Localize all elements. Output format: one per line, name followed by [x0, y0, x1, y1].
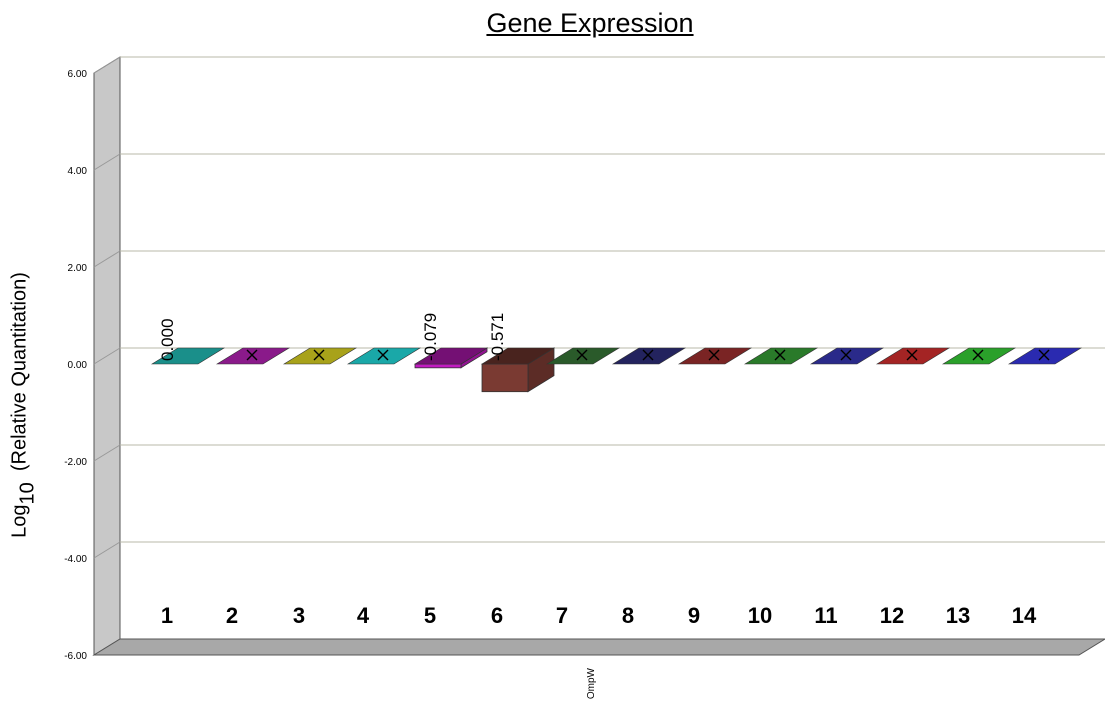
bar-marker	[840, 349, 852, 361]
category-label: 7	[556, 603, 568, 628]
data-label: -0.571	[488, 313, 507, 361]
category-label: 5	[424, 603, 436, 628]
bar-marker	[906, 349, 918, 361]
y-tick-label: 2.00	[68, 263, 88, 274]
gridline-wall	[93, 250, 121, 268]
chart-title: Gene Expression	[486, 8, 694, 38]
bar-marker	[972, 349, 984, 361]
bar	[414, 363, 462, 369]
category-label: 3	[293, 603, 305, 628]
category-label: 10	[748, 603, 772, 628]
gridline-wall	[93, 444, 121, 462]
category-label: 8	[622, 603, 634, 628]
x-axis-title: OmpW	[586, 667, 597, 699]
category-label: 6	[491, 603, 503, 628]
y-tick-label: -2.00	[64, 457, 87, 468]
bar-top	[480, 347, 556, 365]
bar-marker	[1038, 349, 1050, 361]
category-label: 1	[161, 603, 173, 628]
bar	[150, 347, 226, 365]
category-label: 14	[1012, 603, 1037, 628]
category-label: 4	[357, 603, 370, 628]
bar-marker	[246, 349, 258, 361]
bar-marker	[708, 349, 720, 361]
gridline-wall	[93, 347, 121, 365]
gridline-wall	[93, 153, 121, 171]
floor	[92, 638, 1105, 656]
y-tick-label: 6.00	[68, 69, 88, 80]
bar-marker	[774, 349, 786, 361]
bar	[481, 363, 529, 393]
bar-marker	[313, 349, 325, 361]
bar-marker	[377, 349, 389, 361]
data-label: 0.000	[158, 318, 177, 361]
category-label: 2	[226, 603, 238, 628]
data-label: -0.079	[421, 313, 440, 361]
y-tick-label: 0.00	[68, 360, 88, 371]
category-label: 12	[880, 603, 904, 628]
bar-marker	[642, 349, 654, 361]
gridline-wall	[93, 56, 121, 74]
bar-top	[413, 347, 489, 365]
y-tick-label: 4.00	[68, 166, 88, 177]
category-label: 11	[814, 603, 837, 628]
y-tick-label: -4.00	[64, 554, 87, 565]
category-label: 9	[688, 603, 700, 628]
gridline-wall	[93, 541, 121, 559]
category-label: 13	[946, 603, 970, 628]
y-tick-label: -6.00	[64, 651, 87, 662]
bar-marker	[576, 349, 588, 361]
